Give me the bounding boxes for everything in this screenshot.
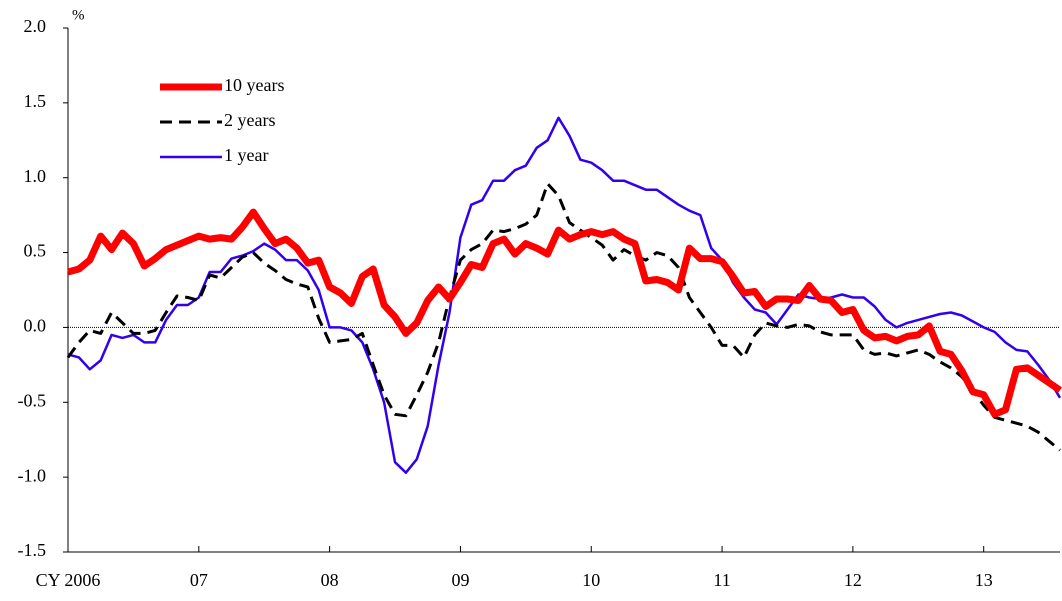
legend-label: 10 years: [224, 75, 284, 95]
y-tick-label: -0.5: [18, 390, 47, 410]
legend-label: 2 years: [224, 110, 275, 130]
x-tick-label: 08: [321, 570, 339, 590]
y-tick-label: -1.5: [18, 540, 47, 560]
series-line: [67, 116, 1062, 474]
series-line: [66, 182, 1061, 452]
x-tick-label: 07: [190, 570, 208, 590]
y-tick-label: 2.0: [24, 16, 47, 36]
y-unit: %: [72, 7, 85, 23]
x-tick-label: CY 2006: [36, 570, 101, 590]
y-tick-label: 1.0: [24, 166, 47, 186]
y-tick-label: 0.5: [24, 241, 47, 261]
x-tick-label: 09: [451, 570, 469, 590]
legend-label: 1 year: [224, 145, 268, 165]
y-tick-label: 0.0: [24, 316, 47, 336]
x-tick-label: 12: [844, 570, 862, 590]
y-tick-label: 1.5: [24, 91, 47, 111]
x-tick-label: 13: [975, 570, 993, 590]
series-line: [67, 208, 1062, 418]
x-tick-label: 11: [713, 570, 730, 590]
y-tick-label: -1.0: [18, 465, 47, 485]
x-tick-label: 10: [582, 570, 600, 590]
